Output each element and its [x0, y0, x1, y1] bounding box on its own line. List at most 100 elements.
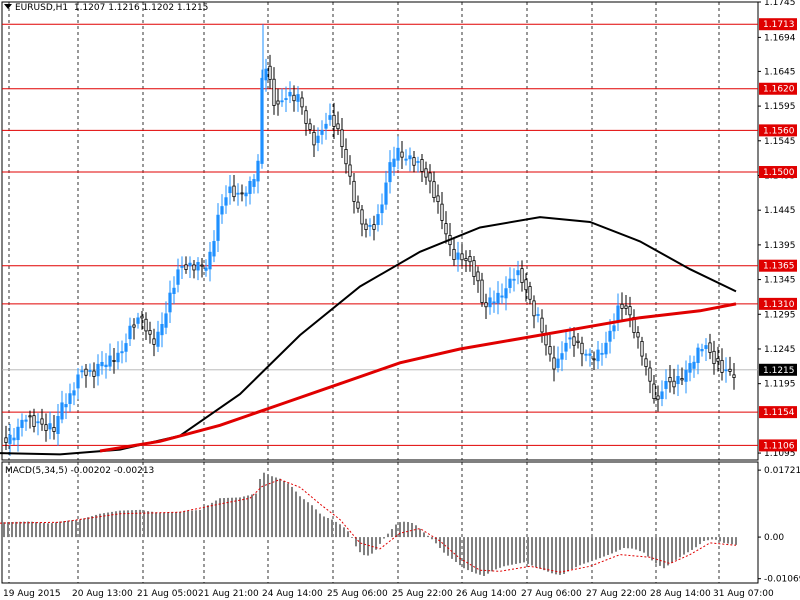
candle-bear — [440, 203, 444, 221]
macd-bar — [331, 519, 333, 538]
candle-bear — [28, 415, 32, 418]
candle-bear — [524, 279, 528, 291]
candle-bull — [168, 292, 172, 313]
candle-bear — [148, 330, 152, 335]
candle-bull — [296, 94, 300, 102]
macd-bar — [251, 494, 253, 538]
macd-bar — [671, 537, 673, 563]
macd-bar — [443, 537, 445, 553]
macd-bar — [311, 505, 313, 538]
candle-bull — [676, 376, 680, 385]
candle-bull — [172, 287, 176, 294]
macd-bar — [155, 512, 157, 538]
macd-bar — [115, 511, 117, 538]
macd-bar — [487, 537, 489, 574]
x-tick-label: 31 Aug 07:00 — [713, 589, 774, 599]
macd-bar — [139, 509, 141, 538]
macd-bar — [523, 537, 525, 563]
candle-bear — [344, 149, 348, 165]
candle-bull — [604, 342, 608, 355]
candle-bear — [620, 303, 624, 309]
candle-bear — [308, 123, 312, 130]
macd-bar — [231, 497, 233, 538]
macd-bar — [343, 527, 345, 538]
candle-bear — [640, 341, 644, 357]
candle-bear — [304, 110, 308, 124]
candle-bull — [72, 390, 76, 396]
candle-bull — [320, 130, 324, 135]
candle-bull — [104, 364, 108, 368]
candle-bear — [336, 123, 340, 130]
macd-bar — [99, 513, 101, 538]
macd-bar — [447, 537, 449, 556]
macd-bar — [367, 537, 369, 556]
candle-bear — [636, 332, 640, 338]
macd-bar — [235, 497, 237, 538]
macd-bar — [271, 476, 273, 538]
macd-bar — [191, 510, 193, 538]
macd-bar — [3, 522, 5, 538]
macd-bar — [499, 537, 501, 568]
macd-bar — [391, 529, 393, 538]
x-tick-label: 26 Aug 14:00 — [456, 589, 517, 599]
macd-bar — [375, 537, 377, 550]
candle-bear — [572, 336, 576, 346]
macd-bar — [475, 537, 477, 574]
candle-bull — [228, 186, 232, 194]
candle-bull — [256, 160, 260, 182]
macd-bar — [723, 537, 725, 543]
candle-bear — [728, 368, 732, 372]
macd-bar — [119, 510, 121, 538]
level-tag-label: 1.1106 — [763, 441, 795, 451]
macd-header: MACD(5,34,5) -0.00202 -0.00213 — [5, 466, 155, 476]
macd-bar — [159, 512, 161, 538]
candles-group — [4, 24, 736, 456]
macd-bar — [731, 537, 733, 545]
level-tag — [759, 297, 797, 310]
y-tick-label: 1.1345 — [764, 276, 796, 286]
level-tag-label: 1.1620 — [763, 85, 795, 95]
macd-bar — [263, 472, 265, 538]
macd-bar — [563, 537, 565, 574]
candle-bull — [568, 337, 572, 340]
macd-bar — [639, 537, 641, 552]
y-tick-label: 1.1595 — [764, 102, 796, 112]
candle-bull — [220, 206, 224, 215]
macd-bar — [691, 537, 693, 550]
macd-bar — [591, 537, 593, 562]
candle-bear — [152, 338, 156, 345]
macd-y-tick-label: 0.00 — [764, 533, 784, 543]
candle-bull — [408, 155, 412, 160]
candle-bear — [672, 380, 676, 388]
candle-bear — [200, 264, 204, 267]
candle-bull — [136, 317, 140, 324]
macd-bar — [111, 511, 113, 538]
level-tag-label: 1.1310 — [763, 300, 795, 310]
macd-bar — [299, 496, 301, 538]
candle-bear — [644, 358, 648, 368]
macd-bar — [679, 537, 681, 558]
macd-bar — [411, 522, 413, 538]
candle-bear — [4, 437, 8, 443]
candle-bear — [444, 223, 448, 235]
macd-bar — [383, 537, 385, 539]
x-tick-label: 25 Aug 22:00 — [392, 589, 453, 599]
candle-bear — [144, 318, 148, 332]
macd-bar — [503, 537, 505, 567]
macd-bar — [123, 510, 125, 538]
candle-bear — [484, 302, 488, 308]
candle-bull — [236, 192, 240, 195]
macd-bar — [71, 520, 73, 538]
macd-bar — [107, 512, 109, 538]
macd-bar — [143, 510, 145, 538]
macd-bar — [415, 525, 417, 538]
macd-bar — [611, 537, 613, 554]
macd-bar — [47, 523, 49, 538]
macd-bar — [275, 477, 277, 538]
macd-bar — [35, 522, 37, 538]
macd-bar — [351, 537, 353, 538]
x-tick-label: 27 Aug 06:00 — [521, 589, 582, 599]
candle-bear — [464, 258, 468, 262]
macd-bar — [267, 474, 269, 538]
